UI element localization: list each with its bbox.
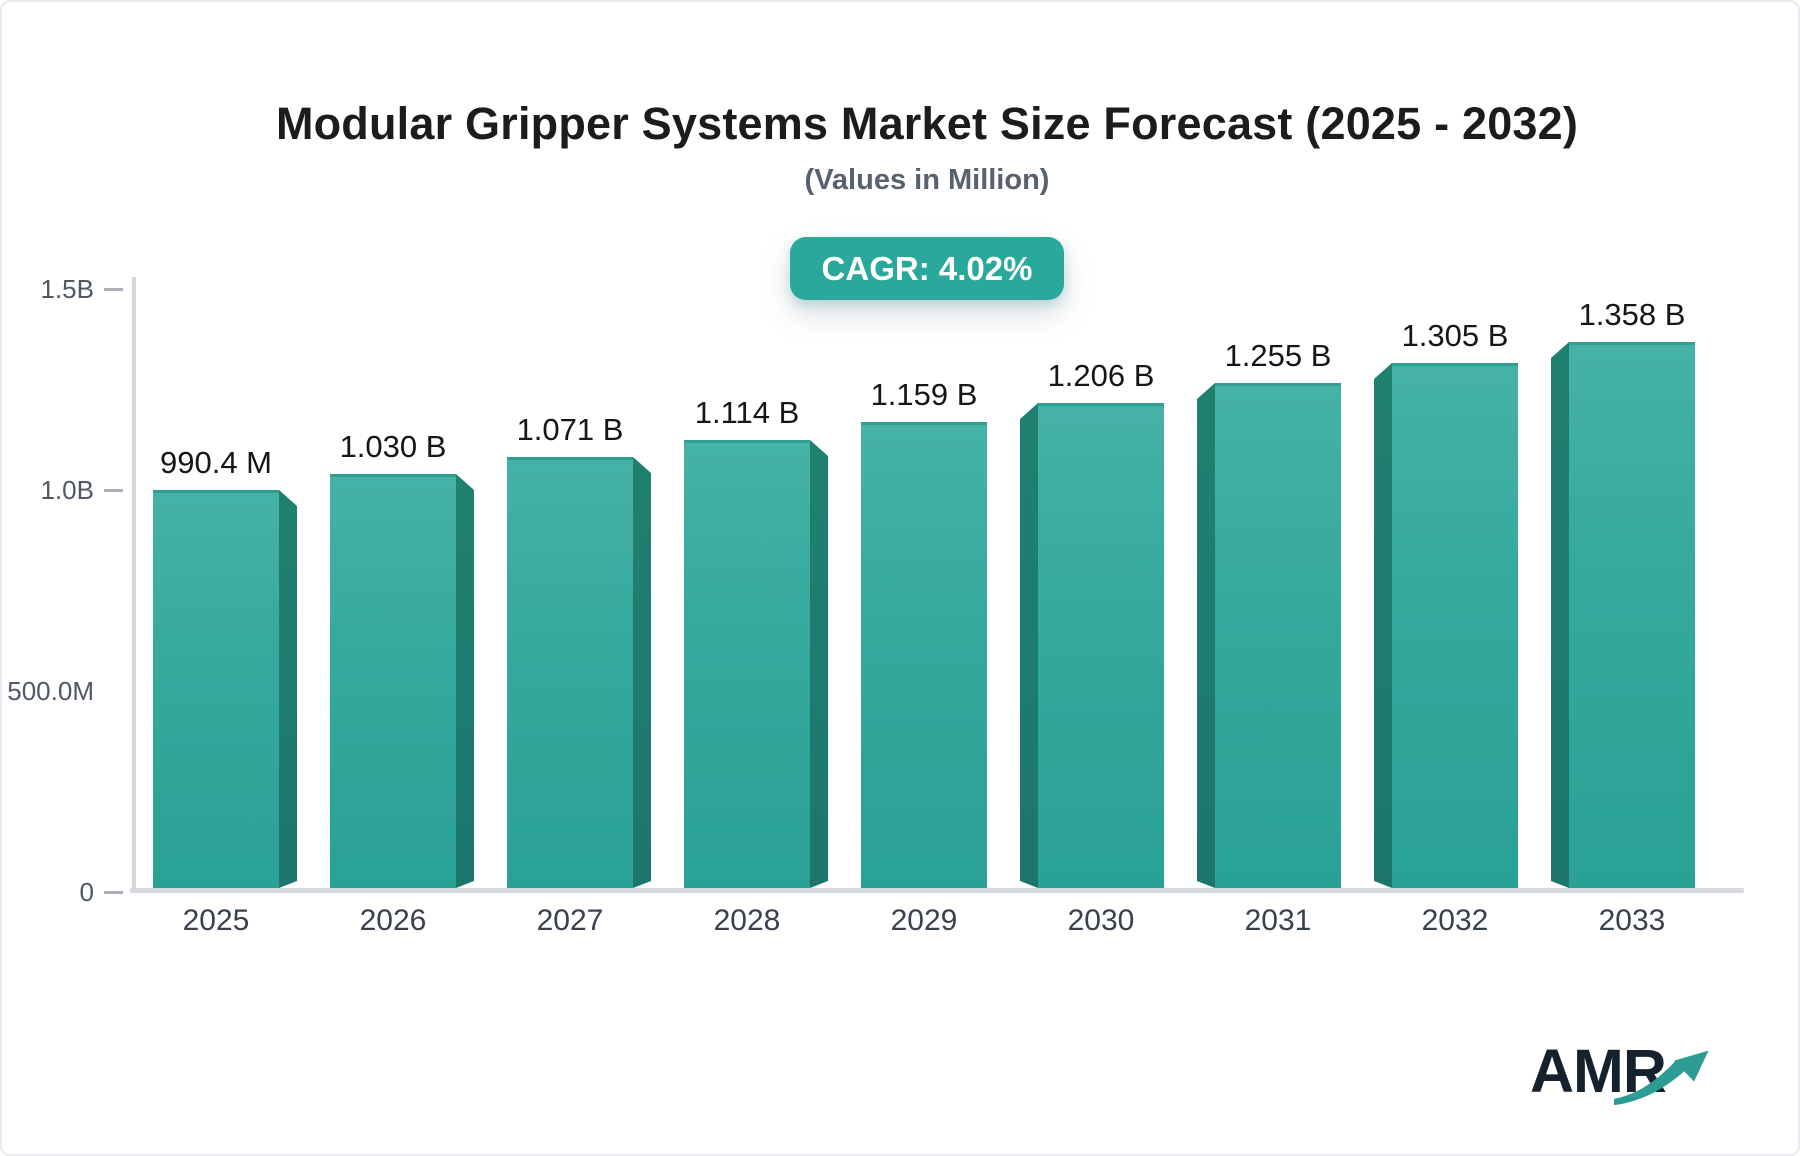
y-tick-dash bbox=[104, 288, 123, 291]
chart-subtitle: (Values in Million) bbox=[804, 164, 1050, 196]
bar-value-label: 1.305 B bbox=[1401, 318, 1509, 353]
bar-face bbox=[1038, 403, 1164, 888]
bar-side-face bbox=[1374, 363, 1392, 888]
bar-value-label: 1.255 B bbox=[1224, 338, 1332, 373]
bar-value-label: 1.114 B bbox=[694, 395, 800, 430]
bar-side-face bbox=[1020, 403, 1038, 888]
bar-2033: 1.358 B bbox=[1569, 297, 1695, 888]
page-title: Modular Gripper Systems Market Size Fore… bbox=[275, 98, 1579, 149]
bar-2026: 1.030 B bbox=[330, 429, 456, 888]
cagr-badge: CAGR: 4.02% bbox=[790, 237, 1064, 300]
y-tick-label: 1.0B bbox=[40, 475, 95, 505]
bar-2027: 1.071 B bbox=[507, 412, 633, 888]
bar-value-label: 1.071 B bbox=[516, 412, 624, 447]
y-tick-label: 1.5B bbox=[40, 274, 95, 304]
y-tick-label: 500.0M bbox=[7, 676, 94, 706]
bar-2032: 1.305 B bbox=[1392, 318, 1518, 888]
x-axis-label-2026: 2026 bbox=[359, 904, 427, 937]
bar-2028: 1.114 B bbox=[684, 395, 810, 888]
x-axis-label-2031: 2031 bbox=[1244, 904, 1312, 937]
bar-2029: 1.159 B bbox=[861, 377, 987, 888]
bar-value-label: 990.4 M bbox=[159, 445, 273, 480]
bar-face bbox=[1215, 383, 1341, 888]
bar-face bbox=[330, 474, 456, 888]
x-axis-label-2029: 2029 bbox=[890, 904, 958, 937]
y-tick-dash bbox=[104, 891, 123, 894]
bar-face bbox=[1392, 363, 1518, 888]
bar-side-face bbox=[1551, 342, 1569, 888]
bar-face bbox=[684, 440, 810, 888]
bar-value-label: 1.206 B bbox=[1047, 358, 1155, 393]
x-axis-label-2027: 2027 bbox=[536, 904, 604, 937]
bar-2030: 1.206 B bbox=[1038, 358, 1164, 888]
bar-value-label: 1.159 B bbox=[870, 377, 978, 412]
bar-face bbox=[1569, 342, 1695, 888]
bar-side-face bbox=[810, 440, 828, 888]
y-tick-dash bbox=[104, 489, 123, 492]
chart-header: Modular Gripper Systems Market Size Fore… bbox=[52, 2, 1798, 300]
bar-2025: 990.4 M bbox=[153, 445, 279, 888]
bar-side-face bbox=[633, 457, 651, 888]
bar-face bbox=[153, 490, 279, 888]
bar-side-face bbox=[279, 490, 297, 888]
bar-side-face bbox=[456, 474, 474, 888]
y-axis-line bbox=[132, 277, 136, 892]
growth-arrow-icon bbox=[1614, 1050, 1709, 1106]
x-axis-label-2028: 2028 bbox=[713, 904, 781, 937]
x-axis-label-2032: 2032 bbox=[1421, 904, 1489, 937]
x-axis-label-2033: 2033 bbox=[1598, 904, 1666, 937]
bar-side-face bbox=[1197, 383, 1215, 888]
y-tick-label: 0 bbox=[79, 877, 94, 907]
bar-2031: 1.255 B bbox=[1215, 338, 1341, 888]
bar-face bbox=[507, 457, 633, 888]
bar-value-label: 1.030 B bbox=[339, 429, 447, 464]
x-axis-line bbox=[130, 888, 1744, 893]
bar-value-label: 1.358 B bbox=[1578, 297, 1686, 332]
x-axis-label-2030: 2030 bbox=[1067, 904, 1135, 937]
amr-logo: AMR bbox=[1530, 1038, 1730, 1118]
bar-face bbox=[861, 422, 987, 888]
x-axis-label-2025: 2025 bbox=[182, 904, 250, 937]
